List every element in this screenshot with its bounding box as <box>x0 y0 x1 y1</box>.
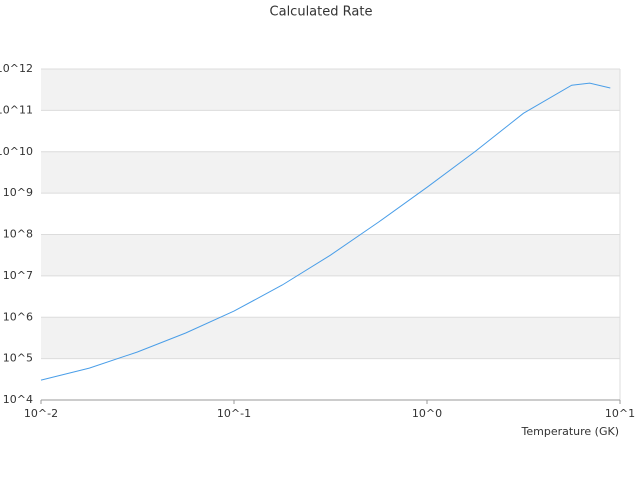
y-tick-label: 10^11 <box>0 103 33 116</box>
y-tick-label: 10^10 <box>0 145 33 158</box>
y-tick-label: 10^7 <box>3 269 33 282</box>
chart-title: Calculated Rate <box>270 5 373 20</box>
x-tick-label: 10^-2 <box>24 407 58 420</box>
grid-band <box>41 69 620 111</box>
grid-band <box>41 151 620 194</box>
grid-band <box>41 317 620 359</box>
line-series <box>40 82 611 381</box>
x-tick-label: 10^1 <box>605 407 635 420</box>
x-axis-label: Temperature (GK) <box>521 425 620 438</box>
x-tick-label: 10^-1 <box>217 407 251 420</box>
y-tick-label: 10^4 <box>3 393 33 406</box>
y-tick-label: 10^12 <box>0 62 33 75</box>
x-tick-label: 10^0 <box>412 407 442 420</box>
y-tick-label: 10^8 <box>3 228 33 241</box>
y-tick-label: 10^6 <box>3 310 33 323</box>
y-tick-label: 10^9 <box>3 186 33 199</box>
y-tick-label: 10^5 <box>3 352 33 365</box>
